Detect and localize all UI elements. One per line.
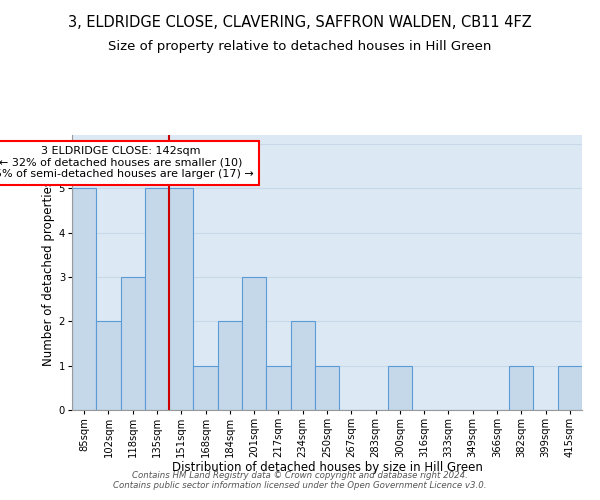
Y-axis label: Number of detached properties: Number of detached properties	[41, 180, 55, 366]
Bar	[193, 366, 218, 410]
Bar	[315, 366, 339, 410]
Text: 3, ELDRIDGE CLOSE, CLAVERING, SAFFRON WALDEN, CB11 4FZ: 3, ELDRIDGE CLOSE, CLAVERING, SAFFRON WA…	[68, 15, 532, 30]
X-axis label: Distribution of detached houses by size in Hill Green: Distribution of detached houses by size …	[172, 462, 482, 474]
Bar	[509, 366, 533, 410]
Bar	[388, 366, 412, 410]
Bar	[266, 366, 290, 410]
Bar	[169, 188, 193, 410]
Bar	[242, 277, 266, 410]
Text: 3 ELDRIDGE CLOSE: 142sqm
← 32% of detached houses are smaller (10)
55% of semi-d: 3 ELDRIDGE CLOSE: 142sqm ← 32% of detach…	[0, 146, 253, 180]
Bar	[72, 188, 96, 410]
Bar	[96, 322, 121, 410]
Bar	[145, 188, 169, 410]
Bar	[290, 322, 315, 410]
Text: Size of property relative to detached houses in Hill Green: Size of property relative to detached ho…	[109, 40, 491, 53]
Text: Contains HM Land Registry data © Crown copyright and database right 2024.
Contai: Contains HM Land Registry data © Crown c…	[113, 470, 487, 490]
Bar	[121, 277, 145, 410]
Bar	[218, 322, 242, 410]
Bar	[558, 366, 582, 410]
